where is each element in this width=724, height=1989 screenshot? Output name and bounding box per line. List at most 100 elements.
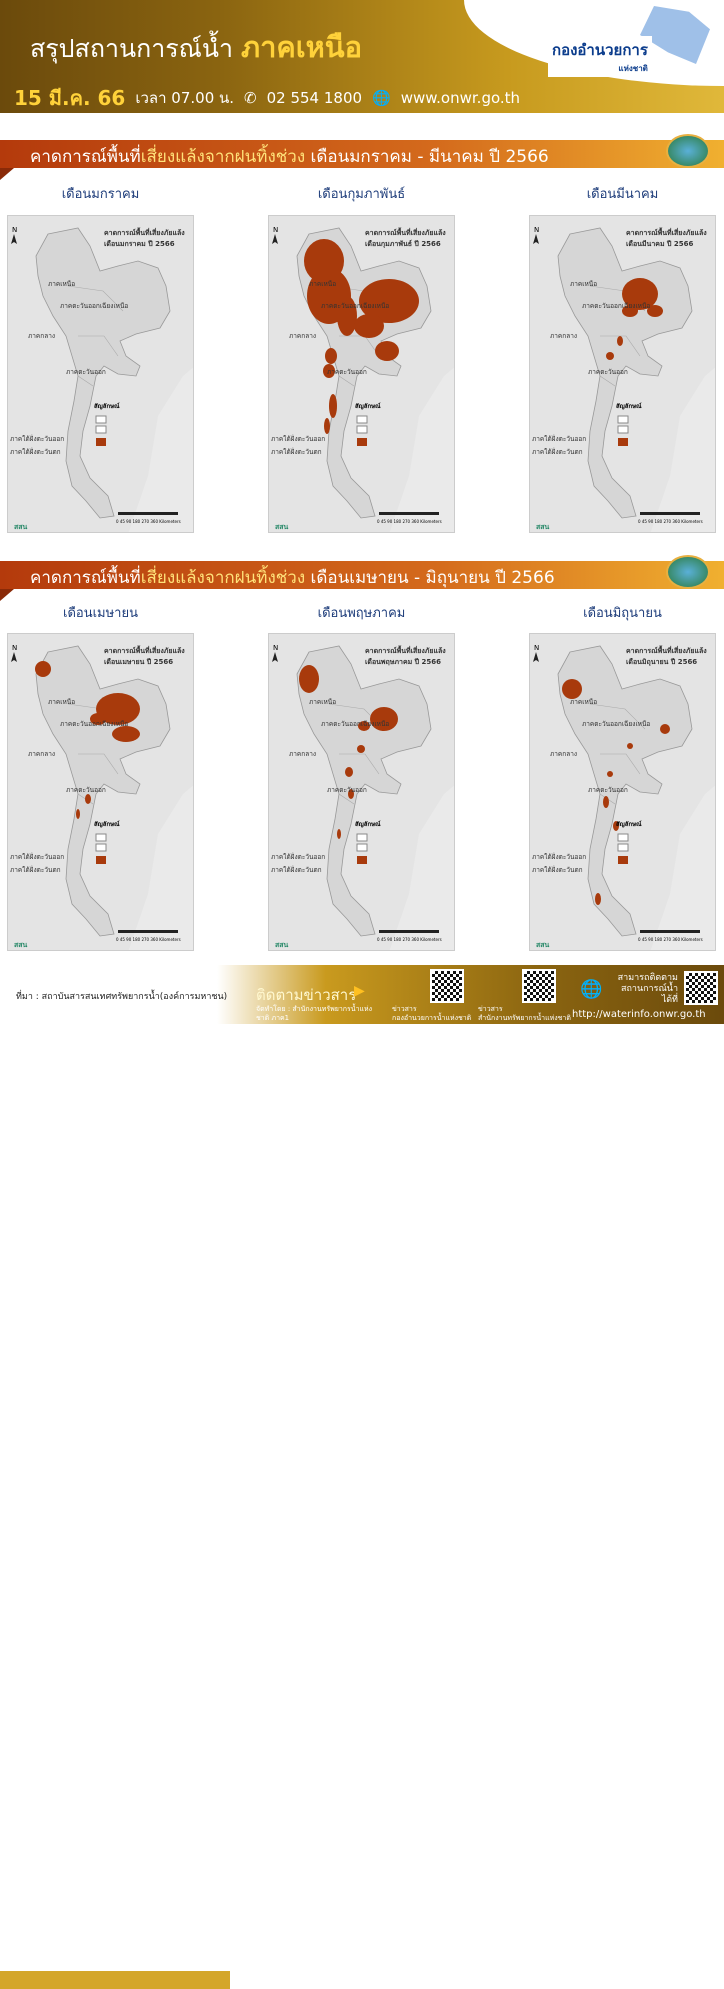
scale-bar: [640, 930, 700, 933]
legend-swatch-boundary: [617, 415, 629, 424]
region-label: ภาคเหนือ: [309, 280, 336, 288]
region-label: ภาคกลาง: [550, 750, 577, 758]
region-label: ภาคใต้ฝั่งตะวันตก: [10, 865, 61, 874]
legend-swatch-boundary: [617, 833, 629, 842]
qr-code-news2[interactable]: [522, 969, 556, 1003]
scale-text: 0 45 90 180 270 360 Kilometers: [638, 519, 703, 524]
drought-risk-area: [375, 341, 399, 361]
month-label: เดือนมกราคม: [61, 187, 140, 202]
region-label: ภาคใต้ฝั่งตะวันตก: [271, 865, 322, 874]
qr-code-news1[interactable]: [430, 969, 464, 1003]
neighbor-land: [269, 216, 454, 532]
drought-risk-area: [622, 305, 638, 317]
drought-risk-area: [357, 745, 365, 753]
legend-swatch-boundary: [356, 833, 368, 842]
section-suffix: เดือนเมษายน - มิถุนายน ปี 2566: [305, 568, 555, 588]
region-label: ภาคเหนือ: [570, 698, 597, 706]
drought-map[interactable]: ภาคเหนือ ภาคตะวันออกเฉียงเหนือ ภาคกลาง ภาคต…: [7, 215, 194, 533]
region-label: ภาคกลาง: [289, 332, 316, 340]
north-arrow: [11, 652, 17, 662]
region-label: ภาคเหนือ: [48, 280, 75, 288]
legend-swatch-district: [95, 843, 107, 852]
drought-risk-area: [324, 418, 330, 434]
map-subtitle: เดือนกุมภาพันธ์ ปี 2566: [365, 240, 441, 248]
scale-text: 0 45 90 180 270 360 Kilometers: [638, 937, 703, 942]
north-arrow-icon: N: [273, 644, 278, 652]
region-label: ภาคตะวันออกเฉียงเหนือ: [321, 302, 389, 310]
footer-bar: [0, 1971, 230, 1989]
drought-risk-area: [348, 789, 354, 799]
scale-bar: [118, 512, 178, 515]
map-subtitle: เดือนมิถุนายน ปี 2566: [626, 658, 698, 666]
map-title: คาดการณ์พื้นที่เสี่ยงภัยแล้ง เดือนมกราคม …: [104, 228, 192, 250]
legend-swatch-risk: [96, 856, 106, 864]
map-subtitle: เดือนพฤษภาคม ปี 2566: [365, 658, 442, 666]
title-region: ภาคเหนือ: [240, 30, 363, 64]
globe-cursor-icon: 🌐: [580, 979, 603, 1000]
logo-text: กองอำนวยการ: [552, 41, 648, 59]
drought-risk-area: [358, 721, 370, 731]
news2-sub: สำนักงานทรัพยากรน้ำแห่งชาติ: [478, 1014, 571, 1022]
drought-risk-area: [627, 743, 633, 749]
region-label: ภาคใต้ฝั่งตะวันออก: [271, 852, 325, 861]
map-title: คาดการณ์พื้นที่เสี่ยงภัยแล้ง เดือนมิถุนาย…: [626, 646, 714, 668]
scale-text: 0 45 90 180 270 360 Kilometers: [116, 937, 181, 942]
map-subtitle: เดือนเมษายน ปี 2566: [104, 658, 174, 666]
drought-risk-area: [35, 661, 51, 677]
region-label: ภาคตะวันออกเฉียงเหนือ: [60, 302, 128, 310]
section-prefix: คาดการณ์พื้นที่: [30, 568, 141, 588]
legend-swatch-risk: [357, 438, 367, 446]
region-borders: [67, 285, 124, 387]
region-label: ภาคตะวันออกเฉียงเหนือ: [582, 302, 650, 310]
drought-map[interactable]: ภาคเหนือภาคตะวันออกเฉียงเหนือภาคกลางภาคต…: [268, 215, 455, 533]
logo: กองอำนวยการแห่งชาติ: [548, 36, 652, 77]
drought-risk-area: [647, 305, 663, 317]
drought-map[interactable]: ภาคเหนือ ภาคตะวันออกเฉียงเหนือ ภาคกลาง ภาคต…: [529, 633, 716, 951]
website-link[interactable]: www.onwr.go.th: [400, 89, 521, 107]
region-label: ภาคกลาง: [289, 750, 316, 758]
region-label: ภาคเหนือ: [309, 698, 336, 706]
map-title-line: คาดการณ์พื้นที่เสี่ยงภัยแล้ง: [104, 229, 185, 237]
region-label: ภาคกลาง: [28, 750, 55, 758]
region-label: ภาคตะวันออก: [588, 786, 628, 794]
region-label: ภาคใต้ฝั่งตะวันตก: [10, 447, 61, 456]
drought-risk-area: [329, 394, 337, 418]
legend-swatch-district: [617, 425, 629, 434]
qr-code-waterinfo[interactable]: [684, 971, 718, 1005]
scale-bar: [379, 930, 439, 933]
drought-risk-area: [562, 679, 582, 699]
region-label: ภาคใต้ฝั่งตะวันตก: [271, 447, 322, 456]
phone-number[interactable]: 02 554 1800: [266, 89, 363, 107]
drought-risk-area: [90, 713, 106, 725]
north-arrow-icon: N: [534, 226, 539, 234]
map-canvas: ภาคเหนือภาคตะวันออกเฉียงเหนือภาคกลางภาคต…: [269, 216, 454, 532]
drought-map[interactable]: ภาคเหนือ ภาคตะวันออกเฉียงเหนือ ภาคกลาง ภาคต…: [7, 633, 194, 951]
north-arrow: [11, 234, 17, 244]
drought-risk-area: [606, 352, 614, 360]
legend-title: สัญลักษณ์: [616, 820, 642, 828]
section-header: คาดการณ์พื้นที่เสี่ยงแล้งจากฝนทิ้งช่วง เ…: [0, 555, 724, 601]
thailand-outline: [557, 227, 693, 519]
region-label: ภาคตะวันออก: [327, 368, 367, 376]
legend-swatch-district: [95, 425, 107, 434]
logo-subtext: แห่งชาติ: [618, 64, 648, 73]
follow-news: ติดตามข่าวสาร: [256, 986, 357, 1004]
drought-risk-area: [96, 693, 140, 725]
scale-text: 0 45 90 180 270 360 Kilometers: [377, 937, 442, 942]
region-label: ภาคตะวันออกเฉียงเหนือ: [321, 720, 389, 728]
legend-swatch-risk: [618, 438, 628, 446]
region-label: ภาคใต้ฝั่งตะวันออก: [271, 434, 325, 443]
thailand-outline: [557, 645, 693, 937]
drought-risk-area: [337, 296, 357, 336]
drought-risk-area: [622, 278, 658, 310]
waterinfo-link[interactable]: http://waterinfo.onwr.go.th: [572, 1009, 706, 1020]
map-canvas: ภาคเหนือภาคตะวันออกเฉียงเหนือภาคกลางภาคต…: [530, 216, 715, 532]
page-title: สรุปสถานการณ์น้ำ ภาคเหนือ: [30, 24, 362, 70]
drought-map[interactable]: ภาคเหนือ ภาคตะวันออกเฉียงเหนือ ภาคกลาง ภาคต…: [529, 215, 716, 533]
org-logo: สสน: [14, 941, 28, 949]
north-arrow: [533, 234, 539, 244]
drought-map[interactable]: ภาคเหนือ ภาคตะวันออกเฉียงเหนือ ภาคกลาง ภาคต…: [268, 633, 455, 951]
region-label: ภาคกลาง: [550, 332, 577, 340]
region-label: ภาคใต้ฝั่งตะวันออก: [10, 852, 64, 861]
legend-swatch-boundary: [356, 415, 368, 424]
